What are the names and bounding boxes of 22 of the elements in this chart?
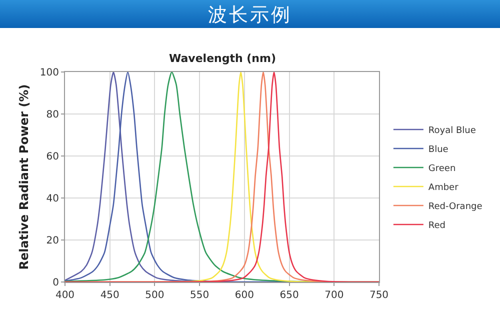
- legend-label: Red: [428, 221, 446, 232]
- x-tick-label: 500: [145, 290, 164, 301]
- x-tick-label: 400: [55, 290, 75, 301]
- x-tick-label: 450: [100, 290, 120, 301]
- x-tick-label: 650: [280, 290, 299, 301]
- x-axis-title: Wavelength (nm): [169, 52, 276, 65]
- x-tick-label: 750: [369, 290, 389, 301]
- y-tick-label: 20: [46, 236, 59, 246]
- legend-label: Blue: [428, 145, 449, 156]
- y-tick-label: 60: [46, 152, 59, 162]
- legend-label: Green: [428, 164, 456, 174]
- x-tick-label: 550: [190, 290, 210, 301]
- legend-label: Red-Orange: [428, 202, 483, 212]
- y-tick-label: 80: [46, 110, 59, 120]
- y-tick-label: 100: [40, 68, 59, 78]
- y-tick-label: 40: [46, 194, 59, 204]
- legend-label: Royal Blue: [428, 126, 476, 136]
- y-tick-label: 0: [52, 278, 59, 288]
- x-tick-label: 600: [234, 290, 254, 301]
- legend-label: Amber: [428, 183, 459, 194]
- x-tick-label: 700: [324, 290, 344, 301]
- y-axis-title: Relative Radiant Power (%): [17, 84, 32, 270]
